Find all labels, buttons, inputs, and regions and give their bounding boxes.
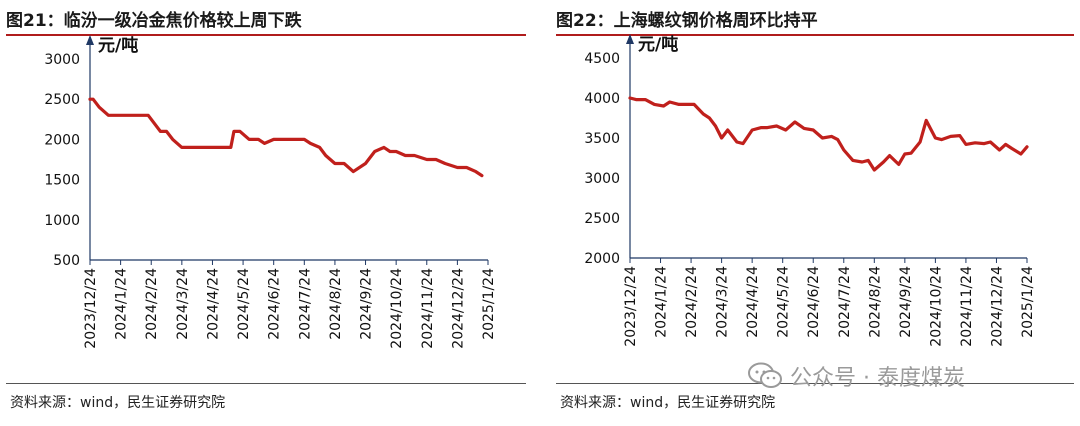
x-tick-label: 2024/1/24: [654, 266, 670, 338]
y-tick-label: 4500: [584, 51, 620, 67]
wechat-icon: [748, 362, 782, 388]
y-tick-label: 500: [53, 253, 80, 269]
x-tick-label: 2024/2/24: [144, 268, 160, 340]
x-tick-label: 2023/12/24: [623, 266, 639, 347]
series-line: [88, 97, 484, 178]
chart-panel-rebar: 图22：上海螺纹钢价格周环比持平 元/吨 2000 2500 3000 3500 4000…: [550, 0, 1080, 426]
x-tick-label: 2024/12/24: [450, 268, 466, 349]
y-tick-label: 3000: [584, 171, 620, 187]
y-axis-arrow: [626, 34, 634, 44]
footer-rule: [6, 383, 526, 384]
x-tick-label: 2024/11/24: [959, 266, 975, 347]
x-tick-label: 2024/4/24: [205, 268, 221, 340]
y-tick-label: 2000: [44, 132, 80, 148]
x-tick-label: 2024/11/24: [420, 268, 436, 349]
y-tick-label: 2000: [584, 251, 620, 267]
x-tick-label: 2024/10/24: [389, 268, 405, 349]
y-tick-label: 4000: [584, 91, 620, 107]
x-tick-label: 2024/9/24: [898, 266, 914, 338]
y-tick-label: 3500: [584, 131, 620, 147]
x-tick-label: 2025/1/24: [481, 268, 497, 340]
x-tick-label: 2024/6/24: [267, 268, 283, 340]
x-tick-label: 2024/7/24: [837, 266, 853, 338]
x-tick-label: 2024/8/24: [328, 268, 344, 340]
x-tick-label: 2024/8/24: [867, 266, 883, 338]
source-note: 资料来源：wind，民生证券研究院: [560, 395, 776, 411]
x-tick-label: 2024/1/24: [114, 268, 130, 340]
title-rule: [556, 34, 1074, 36]
y-tick-label: 1000: [44, 213, 80, 229]
y-axis-arrow: [86, 35, 94, 45]
x-tick-label: 2024/10/24: [928, 266, 944, 347]
watermark: 公众号 · 泰度煤炭: [748, 360, 965, 392]
footer-rule: [556, 383, 1074, 384]
x-tick-label: 2024/9/24: [359, 268, 375, 340]
title-rule: [6, 34, 526, 36]
x-tick-label: 2024/5/24: [776, 266, 792, 338]
coke-price-chart: 元/吨 500 1000 1500 2000 2500 3000 2023/12/24 2024…: [44, 35, 497, 349]
series-line: [628, 96, 1029, 172]
x-tick-label: 2024/3/24: [175, 268, 191, 340]
chart-title: 图21：临汾一级冶金焦价格较上周下跌: [6, 11, 302, 31]
x-tick-label: 2024/7/24: [297, 268, 313, 340]
y-tick-label: 1500: [44, 173, 80, 189]
y-unit-label: 元/吨: [638, 34, 678, 55]
y-unit-label: 元/吨: [98, 35, 138, 56]
chart-panel-coke: 图21：临汾一级冶金焦价格较上周下跌 元/吨 500 1000 1500 2000 250…: [6, 11, 526, 411]
source-note: 资料来源：wind，民生证券研究院: [10, 395, 226, 411]
x-tick-label: 2024/4/24: [745, 266, 761, 338]
x-tick-label: 2023/12/24: [83, 268, 99, 349]
x-tick-label: 2024/2/24: [684, 266, 700, 338]
x-tick-label: 2024/3/24: [715, 266, 731, 338]
x-tick-label: 2024/6/24: [806, 266, 822, 338]
y-tick-label: 2500: [44, 92, 80, 108]
rebar-price-chart: 元/吨 2000 2500 3000 3500 4000 4500 2023/12/24 202…: [584, 34, 1036, 347]
chart-title: 图22：上海螺纹钢价格周环比持平: [556, 11, 818, 31]
x-tick-label: 2025/1/24: [1020, 266, 1036, 338]
y-tick-label: 2500: [584, 211, 620, 227]
y-tick-label: 3000: [44, 52, 80, 68]
x-tick-label: 2024/12/24: [989, 266, 1005, 347]
x-tick-label: 2024/5/24: [236, 268, 252, 340]
watermark-text: 公众号 · 泰度煤炭: [790, 366, 965, 391]
